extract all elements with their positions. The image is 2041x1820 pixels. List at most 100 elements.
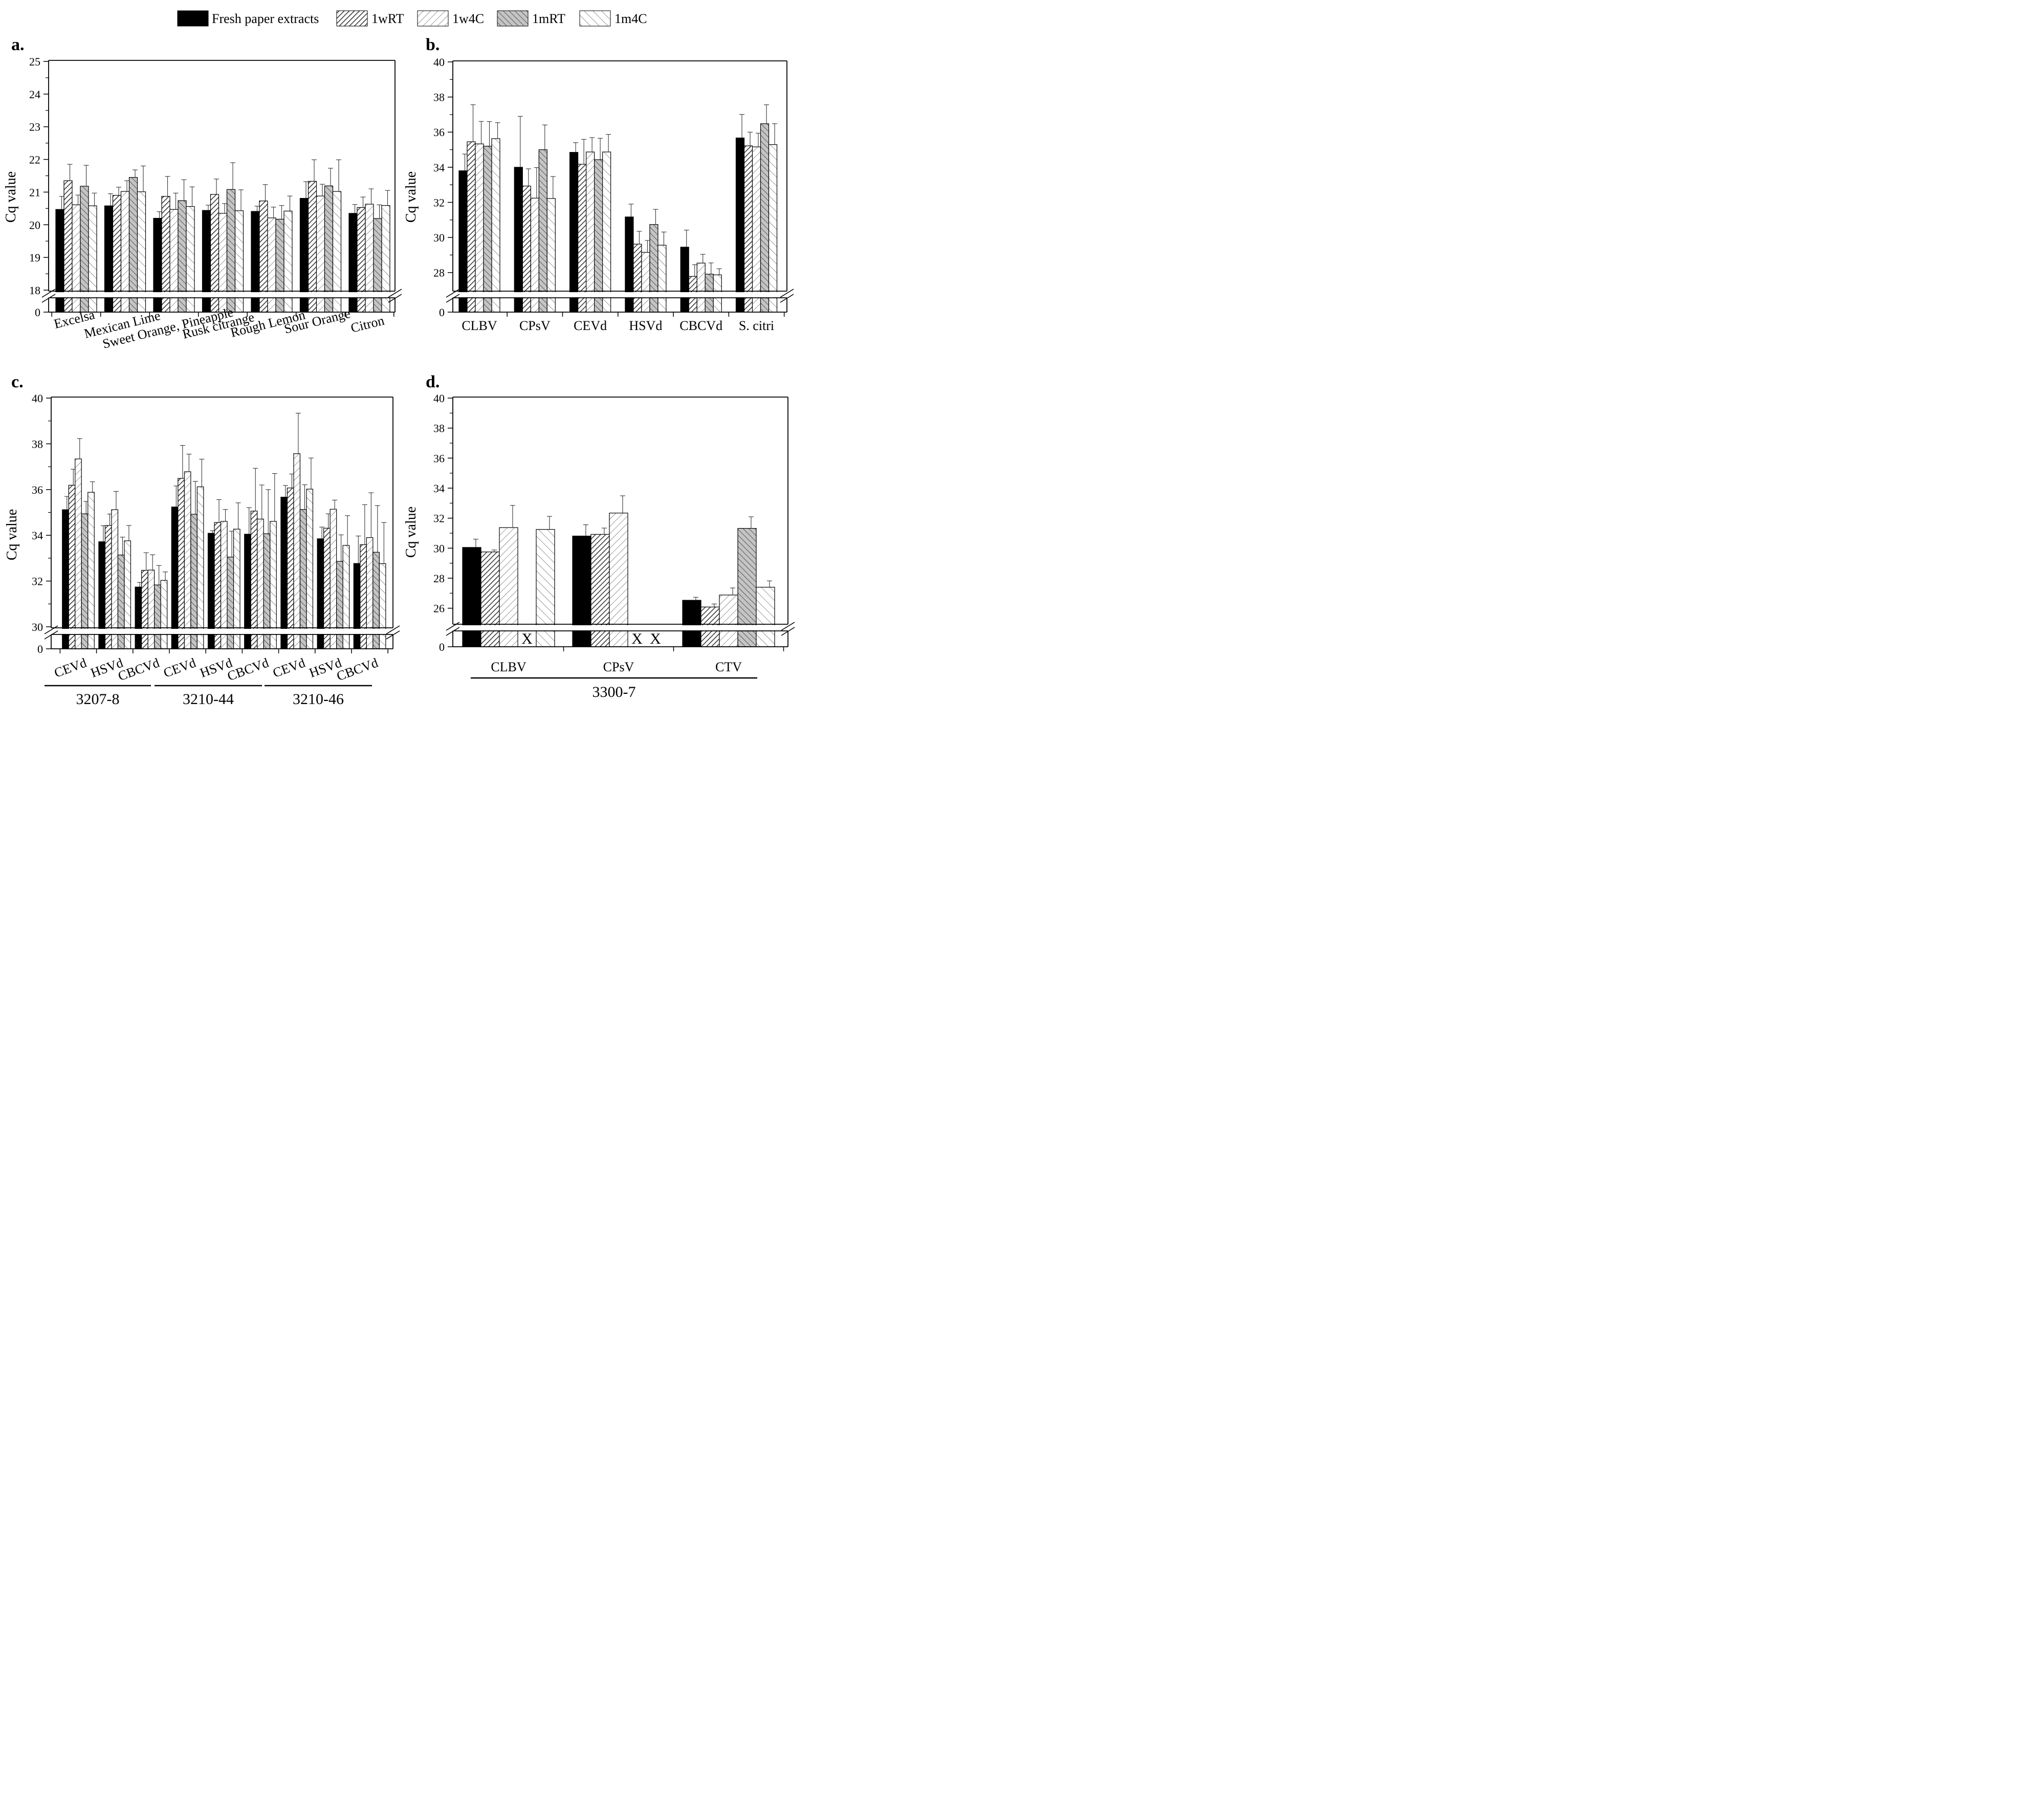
y-axis-title: Cq value (403, 171, 419, 223)
group-label: 3210-46 (293, 691, 344, 708)
y-tick-label: 20 (29, 218, 40, 231)
y-axis-title: Cq value (3, 171, 19, 223)
bar-1w4c (218, 213, 228, 313)
group-label: 3207-8 (76, 691, 120, 708)
y-tick-label: 19 (29, 251, 40, 264)
bar-1w4c (293, 453, 301, 649)
bar-fresh (514, 167, 523, 313)
bar-1m4c (756, 586, 775, 647)
bar-1mrt (81, 513, 89, 649)
bar-1m4c (306, 489, 314, 649)
bar-1mrt (154, 584, 161, 649)
bar-fresh (462, 547, 481, 647)
y-tick-label: 38 (32, 437, 43, 450)
legend-label-fresh: Fresh paper extracts (212, 11, 319, 26)
panel-label: d. (426, 372, 440, 391)
bar-1wrt (287, 488, 294, 649)
legend-swatch-1mrt (497, 10, 529, 27)
y-tick-label: 36 (433, 126, 445, 139)
bar-1w4c (641, 252, 650, 313)
y-tick-label: 36 (433, 452, 445, 465)
bar-fresh (680, 247, 689, 313)
legend-label-1m4c: 1m4C (615, 11, 647, 26)
bar-1w4c (585, 151, 595, 313)
bar-1w4c (147, 569, 155, 649)
bar-1mrt (538, 149, 547, 313)
figure: Fresh paper extracts 1wRT 1w4C 1mRT 1m4C… (3, 10, 795, 708)
x-category-label: CPsV (603, 660, 634, 674)
y-tick-label: 34 (433, 482, 445, 495)
bar-1m4c (657, 245, 667, 313)
axis-break-slash (386, 625, 400, 634)
y-tick-label: 30 (32, 621, 43, 633)
axis-break-slash (44, 625, 58, 634)
panel-label: a. (11, 35, 25, 54)
x-category-label: HSVd (629, 318, 662, 333)
bar-1mrt (227, 557, 234, 649)
y-tick-label: 34 (32, 529, 43, 542)
bar-1w4c (75, 458, 82, 649)
bar-1mrt (649, 224, 659, 313)
y-tick-label: 30 (433, 542, 445, 555)
y-tick-label: 32 (32, 575, 43, 588)
x-category-label: Citron (349, 313, 385, 336)
bar-fresh (348, 213, 358, 313)
bar-fresh (735, 137, 745, 313)
x-category-label: CBCVd (225, 655, 271, 684)
axis-break-slash (446, 622, 460, 631)
y-tick-label: 22 (29, 154, 40, 166)
y-tick-label: 30 (433, 231, 445, 244)
missing-marker: X (650, 630, 661, 647)
axis-break-gap (45, 629, 399, 634)
bar-1wrt (178, 478, 185, 649)
bar-1m4c (160, 580, 168, 649)
bar-1m4c (196, 486, 204, 649)
bar-1wrt (141, 569, 148, 649)
x-category-label: CBCVd (679, 318, 722, 333)
missing-marker: X (521, 630, 533, 647)
axis-break-slash (41, 289, 56, 298)
axis-break-slash (781, 622, 795, 631)
legend-label-1w4c: 1w4C (452, 11, 484, 26)
axis-break-slash (780, 289, 794, 298)
y-tick-label: 40 (433, 392, 445, 405)
bar-1wrt (743, 145, 753, 313)
x-category-label: S. citri (739, 318, 774, 333)
missing-marker: X (631, 630, 643, 647)
x-category-label: CEVd (52, 655, 89, 680)
x-category-label: CEVd (271, 655, 307, 680)
y-tick-label: 28 (433, 572, 445, 585)
y-tick-label: 0 (439, 641, 445, 653)
x-category-label: CLBV (491, 660, 526, 674)
y-axis-title: Cq value (4, 509, 20, 560)
bar-fresh (682, 600, 701, 647)
y-tick-label: 38 (433, 422, 445, 435)
y-tick-label: 34 (433, 161, 445, 174)
legend-swatch-fresh (177, 10, 209, 27)
bar-1m4c (602, 151, 611, 313)
y-tick-label: 0 (35, 306, 40, 319)
bar-1w4c (719, 595, 738, 647)
legend-swatch-1wrt (336, 10, 368, 27)
x-category-label: CBCVd (116, 655, 162, 684)
panel-label: b. (426, 35, 440, 54)
legend-swatch-1m4c (579, 10, 611, 27)
x-category-label: CPsV (519, 318, 551, 333)
y-axis-title: Cq value (403, 507, 419, 558)
y-tick-label: 32 (433, 196, 445, 209)
bar-1mrt (760, 123, 770, 313)
bar-fresh (353, 563, 361, 649)
panel-label: c. (11, 372, 24, 391)
y-tick-label: 23 (29, 121, 40, 134)
axis-break-slash (446, 289, 460, 298)
bar-1mrt (128, 177, 138, 313)
y-tick-label: 28 (433, 267, 445, 279)
bar-1w4c (696, 262, 706, 313)
x-category-label: CLBV (462, 318, 497, 333)
x-category-label: CEVd (162, 655, 198, 680)
bar-1mrt (190, 514, 197, 649)
y-tick-label: 40 (433, 56, 445, 69)
y-tick-label: 40 (32, 392, 43, 405)
